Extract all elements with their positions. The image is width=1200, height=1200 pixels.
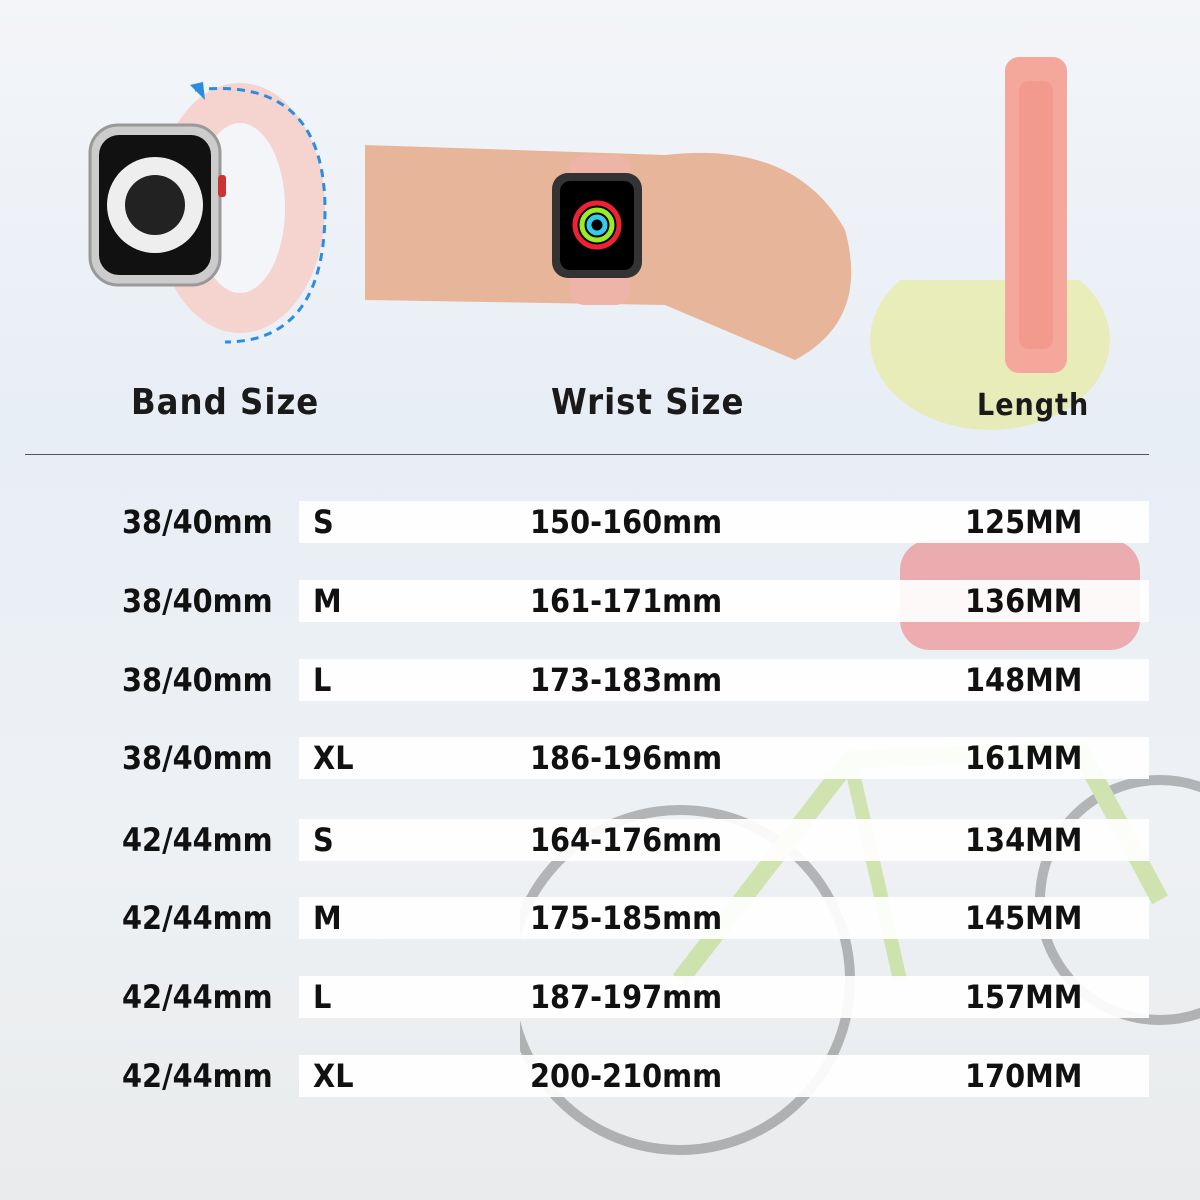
band-size-cell: 42/44mm	[122, 978, 273, 1016]
table-row: 38/40mm S 150-160mm 125MM	[0, 501, 1200, 543]
wrist-size-cell: 164-176mm	[530, 821, 723, 859]
band-size-cell: 38/40mm	[122, 503, 273, 541]
band-size-cell: 38/40mm	[122, 661, 273, 699]
wrist-photo	[365, 145, 852, 360]
length-cell: 145MM	[965, 899, 1083, 937]
wrist-size-cell: 187-197mm	[530, 978, 723, 1016]
band-size-cell: 42/44mm	[122, 899, 273, 937]
length-header: Length	[977, 388, 1090, 423]
row-bar	[299, 580, 1149, 622]
row-bar	[299, 659, 1149, 701]
size-cell: M	[313, 582, 342, 620]
wrist-size-cell: 161-171mm	[530, 582, 723, 620]
size-cell: XL	[313, 1057, 354, 1095]
wrist-size-cell: 175-185mm	[530, 899, 723, 937]
length-cell: 157MM	[965, 978, 1083, 1016]
length-cell: 161MM	[965, 739, 1083, 777]
length-cell: 170MM	[965, 1057, 1083, 1095]
band-size-cell: 38/40mm	[122, 739, 273, 777]
length-cell: 125MM	[965, 503, 1083, 541]
table-row: 42/44mm S 164-176mm 134MM	[0, 819, 1200, 861]
band-size-cell: 42/44mm	[122, 821, 273, 859]
row-bar	[299, 737, 1149, 779]
size-cell: S	[313, 821, 334, 859]
length-cell: 148MM	[965, 661, 1083, 699]
row-bar	[299, 1055, 1149, 1097]
table-row: 42/44mm L 187-197mm 157MM	[0, 976, 1200, 1018]
band-size-header: Band Size	[131, 382, 320, 423]
size-cell: L	[313, 978, 332, 1016]
row-bar	[299, 501, 1149, 543]
size-cell: L	[313, 661, 332, 699]
table-row: 38/40mm L 173-183mm 148MM	[0, 659, 1200, 701]
wrist-size-header: Wrist Size	[551, 382, 745, 423]
row-bar	[299, 976, 1149, 1018]
header-divider	[25, 454, 1149, 455]
wrist-size-cell: 173-183mm	[530, 661, 723, 699]
table-row: 42/44mm XL 200-210mm 170MM	[0, 1055, 1200, 1097]
wrist-size-cell: 200-210mm	[530, 1057, 723, 1095]
band-size-cell: 38/40mm	[122, 582, 273, 620]
size-cell: S	[313, 503, 334, 541]
length-cell: 136MM	[965, 582, 1083, 620]
band-size-cell: 42/44mm	[122, 1057, 273, 1095]
table-row: 42/44mm M 175-185mm 145MM	[0, 897, 1200, 939]
wrist-size-cell: 186-196mm	[530, 739, 723, 777]
row-bar	[299, 819, 1149, 861]
band-length-illustration	[1005, 57, 1067, 373]
size-cell: XL	[313, 739, 354, 777]
wrist-size-cell: 150-160mm	[530, 503, 723, 541]
length-cell: 134MM	[965, 821, 1083, 859]
row-bar	[299, 897, 1149, 939]
watch-band-illustration	[88, 82, 327, 344]
size-cell: M	[313, 899, 342, 937]
table-row: 38/40mm XL 186-196mm 161MM	[0, 737, 1200, 779]
table-row: 38/40mm M 161-171mm 136MM	[0, 580, 1200, 622]
